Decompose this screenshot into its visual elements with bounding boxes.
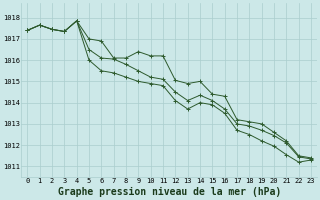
X-axis label: Graphe pression niveau de la mer (hPa): Graphe pression niveau de la mer (hPa) (58, 187, 281, 197)
